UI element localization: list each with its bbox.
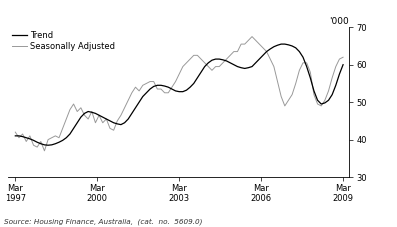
Text: Source: Housing Finance, Australia,  (cat.  no.  5609.0): Source: Housing Finance, Australia, (cat… — [4, 218, 202, 225]
Text: '000: '000 — [330, 17, 349, 26]
Legend: Trend, Seasonally Adjusted: Trend, Seasonally Adjusted — [12, 31, 116, 51]
